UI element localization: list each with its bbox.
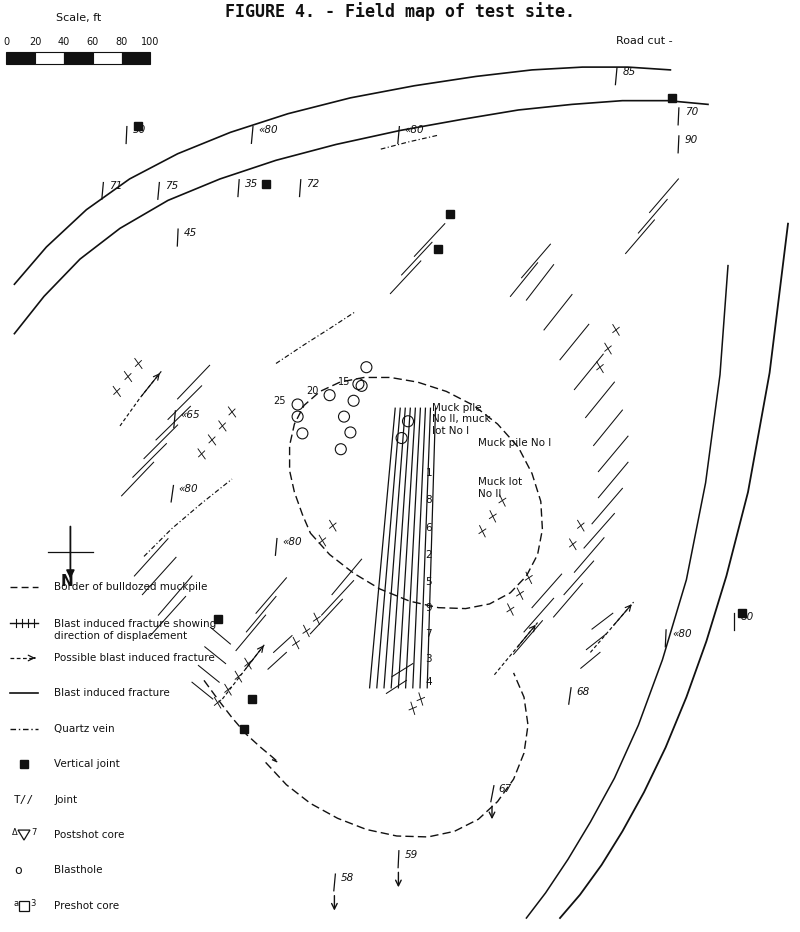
Text: 35: 35 [245,179,258,188]
Bar [446,211,454,218]
Text: 40: 40 [58,37,70,48]
Text: Quartz vein: Quartz vein [54,724,115,733]
Text: 4: 4 [426,678,432,687]
Bar [122,52,150,63]
Bar [240,725,248,733]
Text: 50: 50 [133,126,146,135]
Text: FIGURE 4. - Field map of test site.: FIGURE 4. - Field map of test site. [225,2,575,21]
Bar [134,122,142,130]
Bar [214,615,222,623]
Text: N: N [61,574,74,589]
Text: 7: 7 [426,629,432,638]
Bar [434,245,442,253]
Text: 60: 60 [86,37,99,48]
Text: 25: 25 [274,396,286,405]
Text: 75: 75 [165,182,178,191]
Text: 71: 71 [109,182,122,191]
Text: Blast induced fracture showing
direction of displacement: Blast induced fracture showing direction… [54,619,217,641]
Bar [35,52,64,63]
Text: Muck pile
No II, muck
lot No I: Muck pile No II, muck lot No I [432,403,490,436]
Text: «80: «80 [258,126,278,135]
Text: Scale, ft: Scale, ft [56,13,101,23]
Text: 6: 6 [426,523,432,532]
Bar [93,52,122,63]
Bar [6,52,35,63]
Text: 1: 1 [426,469,432,478]
Text: 9: 9 [426,603,432,612]
Text: 15: 15 [338,377,350,387]
Text: 0: 0 [3,37,10,48]
Text: 80: 80 [741,612,754,622]
Polygon shape [18,830,30,840]
Text: 8: 8 [426,496,432,505]
Bar [738,610,746,617]
Text: a: a [14,899,19,909]
Text: «80: «80 [178,485,198,494]
Bar [248,695,256,703]
Bar [19,901,29,911]
Text: Blast induced fracture: Blast induced fracture [54,689,170,698]
Text: Joint: Joint [54,795,78,804]
Text: 58: 58 [341,873,354,883]
Text: Border of bulldozed muckpile: Border of bulldozed muckpile [54,582,208,592]
Text: 5: 5 [426,577,432,586]
Text: «80: «80 [672,629,692,638]
Text: 72: 72 [306,179,320,188]
Text: Muck lot
No II: Muck lot No II [478,477,522,499]
Text: 59: 59 [405,850,418,859]
Text: 68: 68 [576,687,590,696]
Bar [64,52,93,63]
Text: 45: 45 [184,228,198,238]
Text: 90: 90 [685,135,698,144]
Bar [20,761,28,768]
Text: 85: 85 [622,67,636,76]
Text: «65: «65 [181,410,201,419]
Text: Vertical joint: Vertical joint [54,760,120,769]
Bar [262,180,270,187]
Text: 20: 20 [29,37,42,48]
Bar [668,94,676,102]
Text: 3: 3 [30,899,35,909]
Text: 70: 70 [685,107,698,116]
Text: 80: 80 [115,37,128,48]
Text: 100: 100 [142,37,159,48]
Text: Preshot core: Preshot core [54,901,119,911]
Text: 3: 3 [426,654,432,664]
Text: «80: «80 [282,538,302,547]
Text: T//: T// [14,795,34,804]
Text: Postshot core: Postshot core [54,830,125,840]
Text: Blasthole: Blasthole [54,866,103,875]
Text: 2: 2 [426,550,432,559]
Text: 20: 20 [306,387,318,396]
Text: Possible blast induced fracture: Possible blast induced fracture [54,653,215,663]
Text: o: o [14,864,22,877]
Text: «80: «80 [405,126,425,135]
Text: Δ: Δ [12,828,18,837]
Text: 67: 67 [498,785,512,794]
Text: Road cut -: Road cut - [616,36,673,46]
Text: Muck pile No I: Muck pile No I [478,438,552,448]
Text: 7: 7 [31,828,36,837]
